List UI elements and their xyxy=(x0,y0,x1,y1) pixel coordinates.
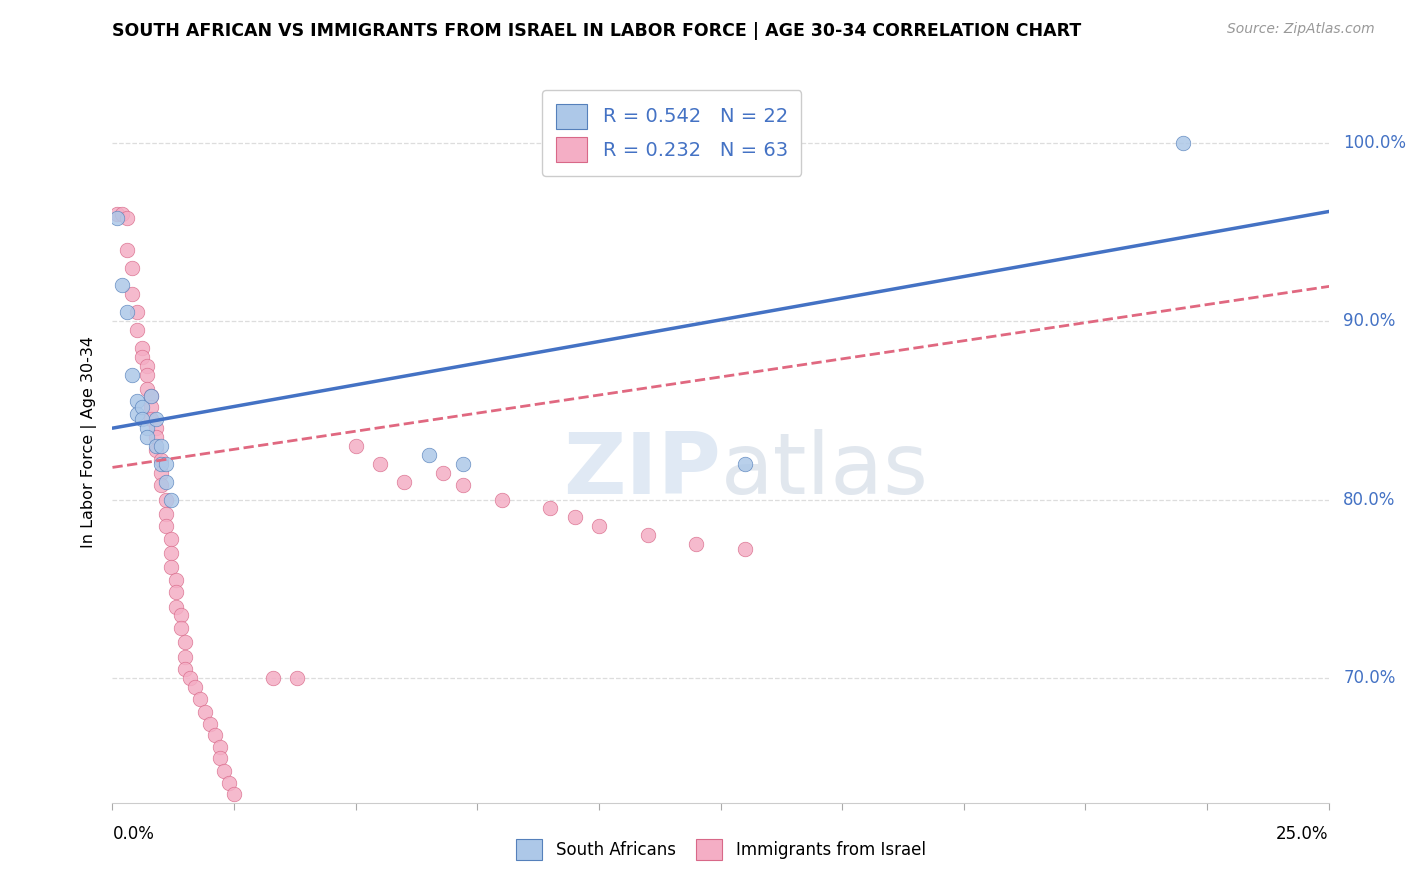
Point xyxy=(451,457,474,471)
Point xyxy=(637,528,659,542)
Point xyxy=(160,492,183,507)
Point xyxy=(208,751,231,765)
Point xyxy=(214,764,236,778)
Point xyxy=(145,439,167,453)
Text: ZIP: ZIP xyxy=(562,429,720,512)
Point xyxy=(538,501,561,516)
Point xyxy=(394,475,416,489)
Point xyxy=(194,705,217,719)
Point xyxy=(125,305,148,319)
Text: 70.0%: 70.0% xyxy=(1343,669,1396,687)
Point xyxy=(169,608,191,623)
Point xyxy=(451,478,474,492)
Point xyxy=(344,439,367,453)
Text: 80.0%: 80.0% xyxy=(1343,491,1396,508)
Point xyxy=(121,287,143,301)
Point xyxy=(160,560,183,574)
Point xyxy=(285,671,308,685)
Point xyxy=(174,649,197,664)
Point xyxy=(150,466,173,480)
Point xyxy=(150,457,173,471)
Point xyxy=(368,457,391,471)
Point xyxy=(165,573,187,587)
Point xyxy=(564,510,586,524)
Point xyxy=(125,323,148,337)
Point xyxy=(141,400,163,414)
Point xyxy=(135,430,157,444)
Point xyxy=(145,442,167,457)
Text: 90.0%: 90.0% xyxy=(1343,312,1396,330)
Point xyxy=(222,787,246,801)
Point xyxy=(141,412,163,426)
Point xyxy=(125,394,148,409)
Point xyxy=(111,278,134,293)
Point xyxy=(145,412,167,426)
Point xyxy=(105,207,128,221)
Point xyxy=(160,546,183,560)
Point xyxy=(734,542,756,557)
Point xyxy=(1171,136,1194,150)
Point xyxy=(111,207,134,221)
Point xyxy=(145,421,167,435)
Point xyxy=(208,740,231,755)
Point xyxy=(135,421,157,435)
Point xyxy=(179,671,201,685)
Point xyxy=(174,662,197,676)
Text: 0.0%: 0.0% xyxy=(112,825,155,843)
Point xyxy=(121,368,143,382)
Point xyxy=(131,412,153,426)
Text: 25.0%: 25.0% xyxy=(1277,825,1329,843)
Text: Source: ZipAtlas.com: Source: ZipAtlas.com xyxy=(1227,22,1375,37)
Point xyxy=(188,692,211,706)
Point xyxy=(184,680,207,694)
Point xyxy=(141,389,163,403)
Text: atlas: atlas xyxy=(720,429,928,512)
Point xyxy=(169,621,191,635)
Legend: South Africans, Immigrants from Israel: South Africans, Immigrants from Israel xyxy=(509,832,932,867)
Point xyxy=(105,211,128,225)
Point xyxy=(198,717,221,731)
Point xyxy=(131,341,153,355)
Text: 100.0%: 100.0% xyxy=(1343,134,1406,152)
Text: SOUTH AFRICAN VS IMMIGRANTS FROM ISRAEL IN LABOR FORCE | AGE 30-34 CORRELATION C: SOUTH AFRICAN VS IMMIGRANTS FROM ISRAEL … xyxy=(112,22,1081,40)
Point xyxy=(204,728,226,742)
Point xyxy=(418,448,440,462)
Point xyxy=(155,492,177,507)
Point xyxy=(115,305,138,319)
Point xyxy=(121,260,143,275)
Point xyxy=(588,519,610,533)
Point xyxy=(165,599,187,614)
Point xyxy=(150,478,173,492)
Point xyxy=(135,359,157,373)
Point xyxy=(131,400,153,414)
Y-axis label: In Labor Force | Age 30-34: In Labor Force | Age 30-34 xyxy=(80,335,97,548)
Point xyxy=(218,776,240,790)
Point xyxy=(155,519,177,533)
Point xyxy=(155,457,177,471)
Point xyxy=(432,466,454,480)
Point xyxy=(155,507,177,521)
Point xyxy=(135,382,157,396)
Point xyxy=(262,671,284,685)
Point xyxy=(135,368,157,382)
Point xyxy=(174,635,197,649)
Point xyxy=(150,453,173,467)
Point xyxy=(125,407,148,421)
Point xyxy=(115,211,138,225)
Point xyxy=(141,389,163,403)
Point xyxy=(150,439,173,453)
Point xyxy=(131,350,153,364)
Point xyxy=(155,475,177,489)
Point xyxy=(145,430,167,444)
Point xyxy=(685,537,707,551)
Point xyxy=(734,457,756,471)
Point xyxy=(160,532,183,546)
Point xyxy=(115,243,138,257)
Point xyxy=(165,585,187,599)
Point xyxy=(491,492,513,507)
